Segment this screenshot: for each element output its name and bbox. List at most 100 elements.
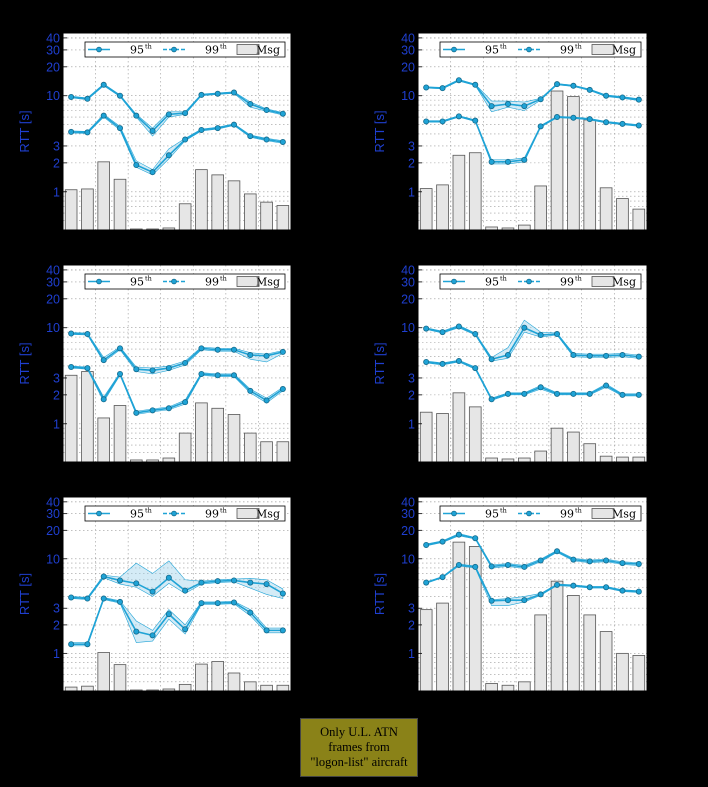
legend-95-sup: th — [145, 507, 152, 515]
p99-point — [488, 103, 495, 110]
msg-bar — [468, 152, 482, 231]
p95-point — [263, 397, 270, 404]
p95-point — [586, 116, 593, 123]
p95-point — [423, 118, 430, 125]
p95-point — [84, 129, 91, 136]
legend-95-marker — [96, 278, 102, 285]
p95-point — [165, 611, 172, 618]
p99-point — [423, 541, 430, 548]
legend-95-marker — [451, 46, 457, 53]
legend-99-marker — [526, 278, 532, 285]
p95-point — [247, 609, 254, 616]
plot-area — [63, 497, 291, 691]
p99-point — [84, 331, 91, 338]
msg-bar — [260, 684, 273, 692]
plot-frame — [417, 496, 648, 692]
legend-95-label: 95 — [485, 276, 499, 289]
p99-point — [423, 84, 430, 91]
p99-point — [635, 353, 642, 360]
p95-point — [230, 372, 237, 379]
msg-bar — [518, 224, 531, 231]
msg-bar — [227, 414, 241, 463]
p99-point — [182, 359, 189, 366]
p95-point — [439, 118, 446, 125]
legend-99-label: 99 — [560, 508, 574, 521]
p99-point — [423, 325, 430, 332]
p95-point — [619, 120, 626, 127]
msg-bar — [583, 443, 597, 463]
p99-point — [570, 352, 577, 359]
plot-frame — [62, 32, 292, 231]
p95-point — [521, 156, 528, 163]
p99-point — [586, 86, 593, 93]
y-tick-label: 3 — [53, 602, 60, 616]
p95-point — [619, 587, 626, 594]
msg-bar — [534, 614, 547, 692]
p99-point — [84, 95, 91, 102]
y-tick-label: 40 — [401, 495, 415, 509]
legend-95-label: 95 — [130, 276, 144, 289]
msg-bar — [260, 441, 273, 463]
p99-point — [472, 331, 479, 338]
msg-bar — [97, 417, 110, 463]
p99-point — [247, 579, 254, 586]
p95-point — [214, 600, 221, 607]
p99-point — [100, 573, 107, 580]
p95-point — [472, 563, 479, 570]
p95-point — [635, 122, 642, 129]
p99-point — [149, 127, 156, 134]
p95-point — [554, 114, 561, 121]
p99-point — [68, 94, 75, 101]
p95-point — [586, 390, 593, 397]
p95-point — [586, 584, 593, 591]
msg-bar — [211, 174, 224, 231]
y-tick-label: 3 — [408, 139, 415, 153]
p99-point — [230, 89, 237, 96]
msg-bar — [162, 457, 176, 463]
msg-bar — [227, 180, 241, 231]
p99-point — [586, 352, 593, 359]
p95-point — [603, 584, 610, 591]
p95-point — [198, 126, 205, 133]
p99-point — [619, 94, 626, 101]
p99-point — [521, 563, 528, 570]
p95-point — [133, 409, 140, 416]
y-tick-label: 10 — [46, 89, 60, 103]
p99-point — [165, 365, 172, 372]
p99-point — [455, 531, 462, 538]
p99-point — [279, 348, 286, 355]
p95-point — [279, 138, 286, 145]
msg-bar — [211, 661, 224, 692]
msg-bar — [244, 432, 257, 463]
msg-bar — [550, 580, 564, 692]
p95-point — [100, 595, 107, 602]
p99-point — [504, 352, 511, 359]
p95-point — [537, 123, 544, 130]
y-tick-label: 30 — [46, 275, 60, 289]
y-axis-label: RTT [s] — [372, 573, 387, 615]
legend-99-marker — [526, 46, 532, 53]
p95-series-line — [71, 366, 284, 414]
msg-bar — [452, 392, 466, 463]
p95-point — [619, 391, 626, 398]
y-tick-label: 20 — [401, 524, 415, 538]
legend-msg-label: Msg — [256, 44, 280, 57]
msg-bar — [518, 681, 531, 692]
p95-point — [570, 582, 577, 589]
legend-99-marker — [171, 278, 177, 285]
y-tick-label: 3 — [408, 371, 415, 385]
legend-99-label: 99 — [560, 276, 574, 289]
msg-bar — [276, 684, 290, 692]
msg-bar — [244, 193, 257, 231]
y-tick-label: 30 — [401, 43, 415, 57]
legend-95-sup: th — [145, 275, 152, 283]
p95-point — [230, 599, 237, 606]
p95-point — [570, 390, 577, 397]
